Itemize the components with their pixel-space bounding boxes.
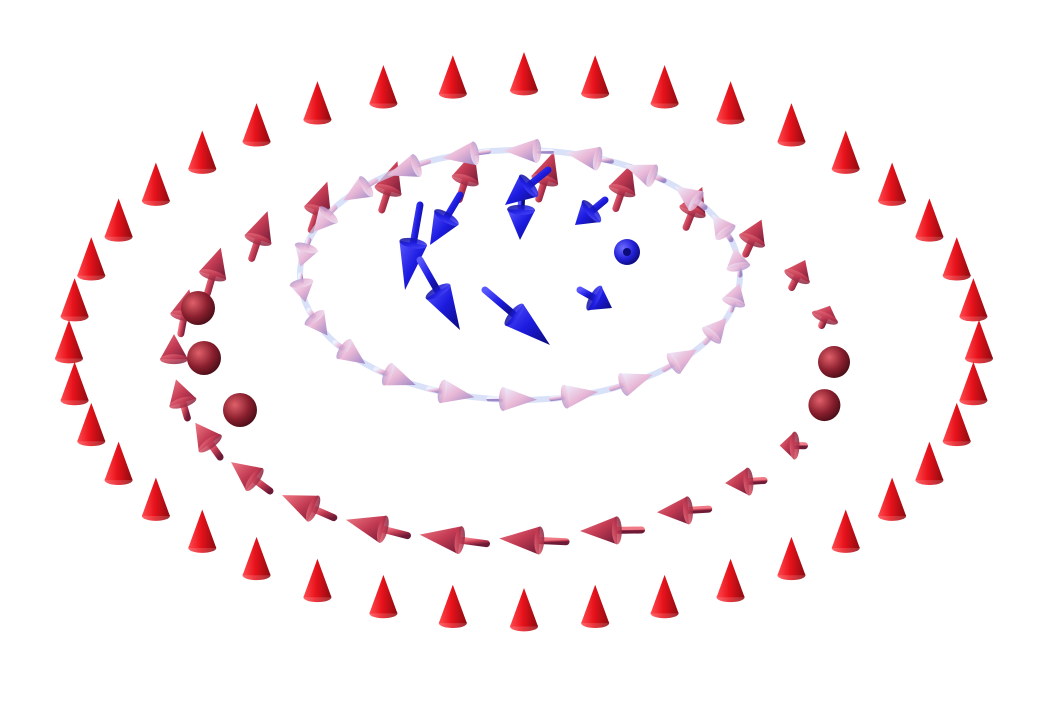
spin-arrow-middle	[779, 431, 808, 460]
spin-arrow-outer	[959, 361, 988, 428]
spin-arrow-outer	[716, 558, 745, 625]
spin-arrow-middle	[811, 305, 839, 330]
spin-arrow-outer	[242, 536, 271, 603]
spin-arrow-outer	[777, 103, 806, 169]
spin-arrow-wall	[722, 283, 746, 313]
spin-arrow-wall	[503, 139, 554, 164]
spin-arrow-middle	[580, 516, 646, 545]
spin-arrow-middle	[231, 462, 274, 495]
spin-arrow-middle	[656, 496, 713, 525]
spin-arrow-middle	[499, 526, 570, 555]
spin-dot-middle	[181, 291, 215, 325]
spin-arrow-wall	[426, 379, 475, 404]
spin-arrow-wall	[548, 384, 599, 409]
spin-arrow-middle	[739, 219, 765, 258]
spin-arrow-middle	[199, 247, 227, 298]
spin-arrow-outer	[242, 103, 271, 169]
spin-arrow-outer	[369, 574, 398, 641]
spin-arrow-outer	[959, 278, 988, 344]
spin-arrow-wall	[387, 154, 432, 177]
spin-arrow-outer	[438, 584, 467, 651]
spin-arrow-core	[576, 285, 612, 311]
spin-arrow-outer	[141, 477, 170, 544]
spin-arrow-outer	[60, 278, 89, 344]
spin-arrow-middle	[725, 467, 768, 496]
spin-arrow-wall	[608, 373, 653, 396]
spin-arrow-middle	[160, 334, 188, 380]
spin-arrow-outer	[942, 237, 971, 303]
spin-arrow-outer	[369, 65, 398, 131]
spin-dot-middle	[187, 341, 221, 375]
spin-arrow-outer	[581, 55, 610, 121]
spin-arrow-middle	[169, 379, 197, 422]
spin-arrow-core	[399, 201, 428, 290]
spin-arrow-outer	[55, 320, 83, 386]
spin-arrow-wall	[294, 237, 318, 267]
spin-arrow-outer	[510, 52, 538, 118]
spin-arrow-outer	[188, 509, 217, 576]
spin-arrow-outer	[141, 162, 170, 228]
spin-dot-middle	[818, 346, 850, 378]
spin-arrow-outer	[915, 441, 944, 508]
spin-arrow-wall	[313, 204, 338, 232]
spin-arrow-outer	[777, 536, 806, 603]
spin-arrow-outer	[303, 81, 332, 147]
spin-arrow-outer	[831, 130, 860, 196]
spin-arrow-outer	[965, 320, 993, 386]
spin-arrow-wall	[702, 318, 727, 346]
spin-arrow-outer	[188, 130, 217, 196]
spin-arrow-middle	[195, 422, 224, 461]
front-layer	[55, 320, 988, 654]
spin-arrow-core	[481, 286, 550, 345]
spin-dot-middle	[808, 389, 841, 422]
core-layer	[399, 166, 640, 345]
spin-arrow-outer	[77, 402, 106, 469]
spin-arrow-wall	[289, 272, 314, 303]
spin-arrow-outer	[878, 477, 907, 544]
spin-arrow-wall	[674, 186, 708, 212]
spin-arrow-wall	[441, 141, 492, 166]
spin-arrow-wall	[661, 349, 697, 374]
spin-arrow-outer	[581, 584, 610, 651]
spin-arrow-outer	[77, 237, 106, 303]
spin-arrow-core	[430, 191, 464, 245]
spin-arrow-wall	[712, 214, 736, 243]
spin-arrow-outer	[60, 361, 89, 428]
spin-arrow-wall	[343, 176, 379, 201]
spin-arrow-wall	[332, 338, 366, 364]
spin-arrow-middle	[282, 495, 338, 522]
spin-arrow-wall	[726, 247, 751, 278]
spin-arrow-outer	[831, 509, 860, 576]
spin-dot-core-center	[623, 248, 631, 256]
spin-arrow-core	[505, 166, 552, 205]
spin-arrow-core	[416, 256, 460, 330]
spin-arrow-outer	[878, 162, 907, 228]
spin-arrow-outer	[104, 198, 133, 264]
spin-arrow-middle	[244, 211, 272, 262]
spin-dot-middle	[223, 393, 257, 427]
spin-arrow-wall	[373, 362, 416, 386]
spin-arrow-outer	[650, 65, 679, 131]
spin-arrow-outer	[915, 198, 944, 264]
domain-wall-layer	[289, 139, 751, 411]
spin-arrow-outer	[438, 55, 467, 121]
spin-arrow-wall	[624, 164, 667, 188]
spin-arrow-wall	[565, 146, 614, 171]
spin-arrow-wall	[304, 307, 328, 336]
spin-arrow-wall	[486, 386, 537, 411]
spin-arrow-outer	[303, 558, 332, 625]
spin-arrow-core	[575, 196, 609, 225]
spin-arrow-middle	[345, 515, 411, 543]
spin-arrow-outer	[716, 81, 745, 147]
spin-arrow-outer	[650, 574, 679, 641]
spin-arrow-middle	[784, 260, 810, 292]
spin-arrow-outer	[510, 588, 538, 654]
spin-arrow-middle	[419, 526, 490, 554]
spin-arrow-outer	[942, 402, 971, 469]
spin-arrow-outer	[104, 441, 133, 508]
back-layer	[60, 52, 993, 427]
spin-arrow-middle	[608, 164, 636, 213]
